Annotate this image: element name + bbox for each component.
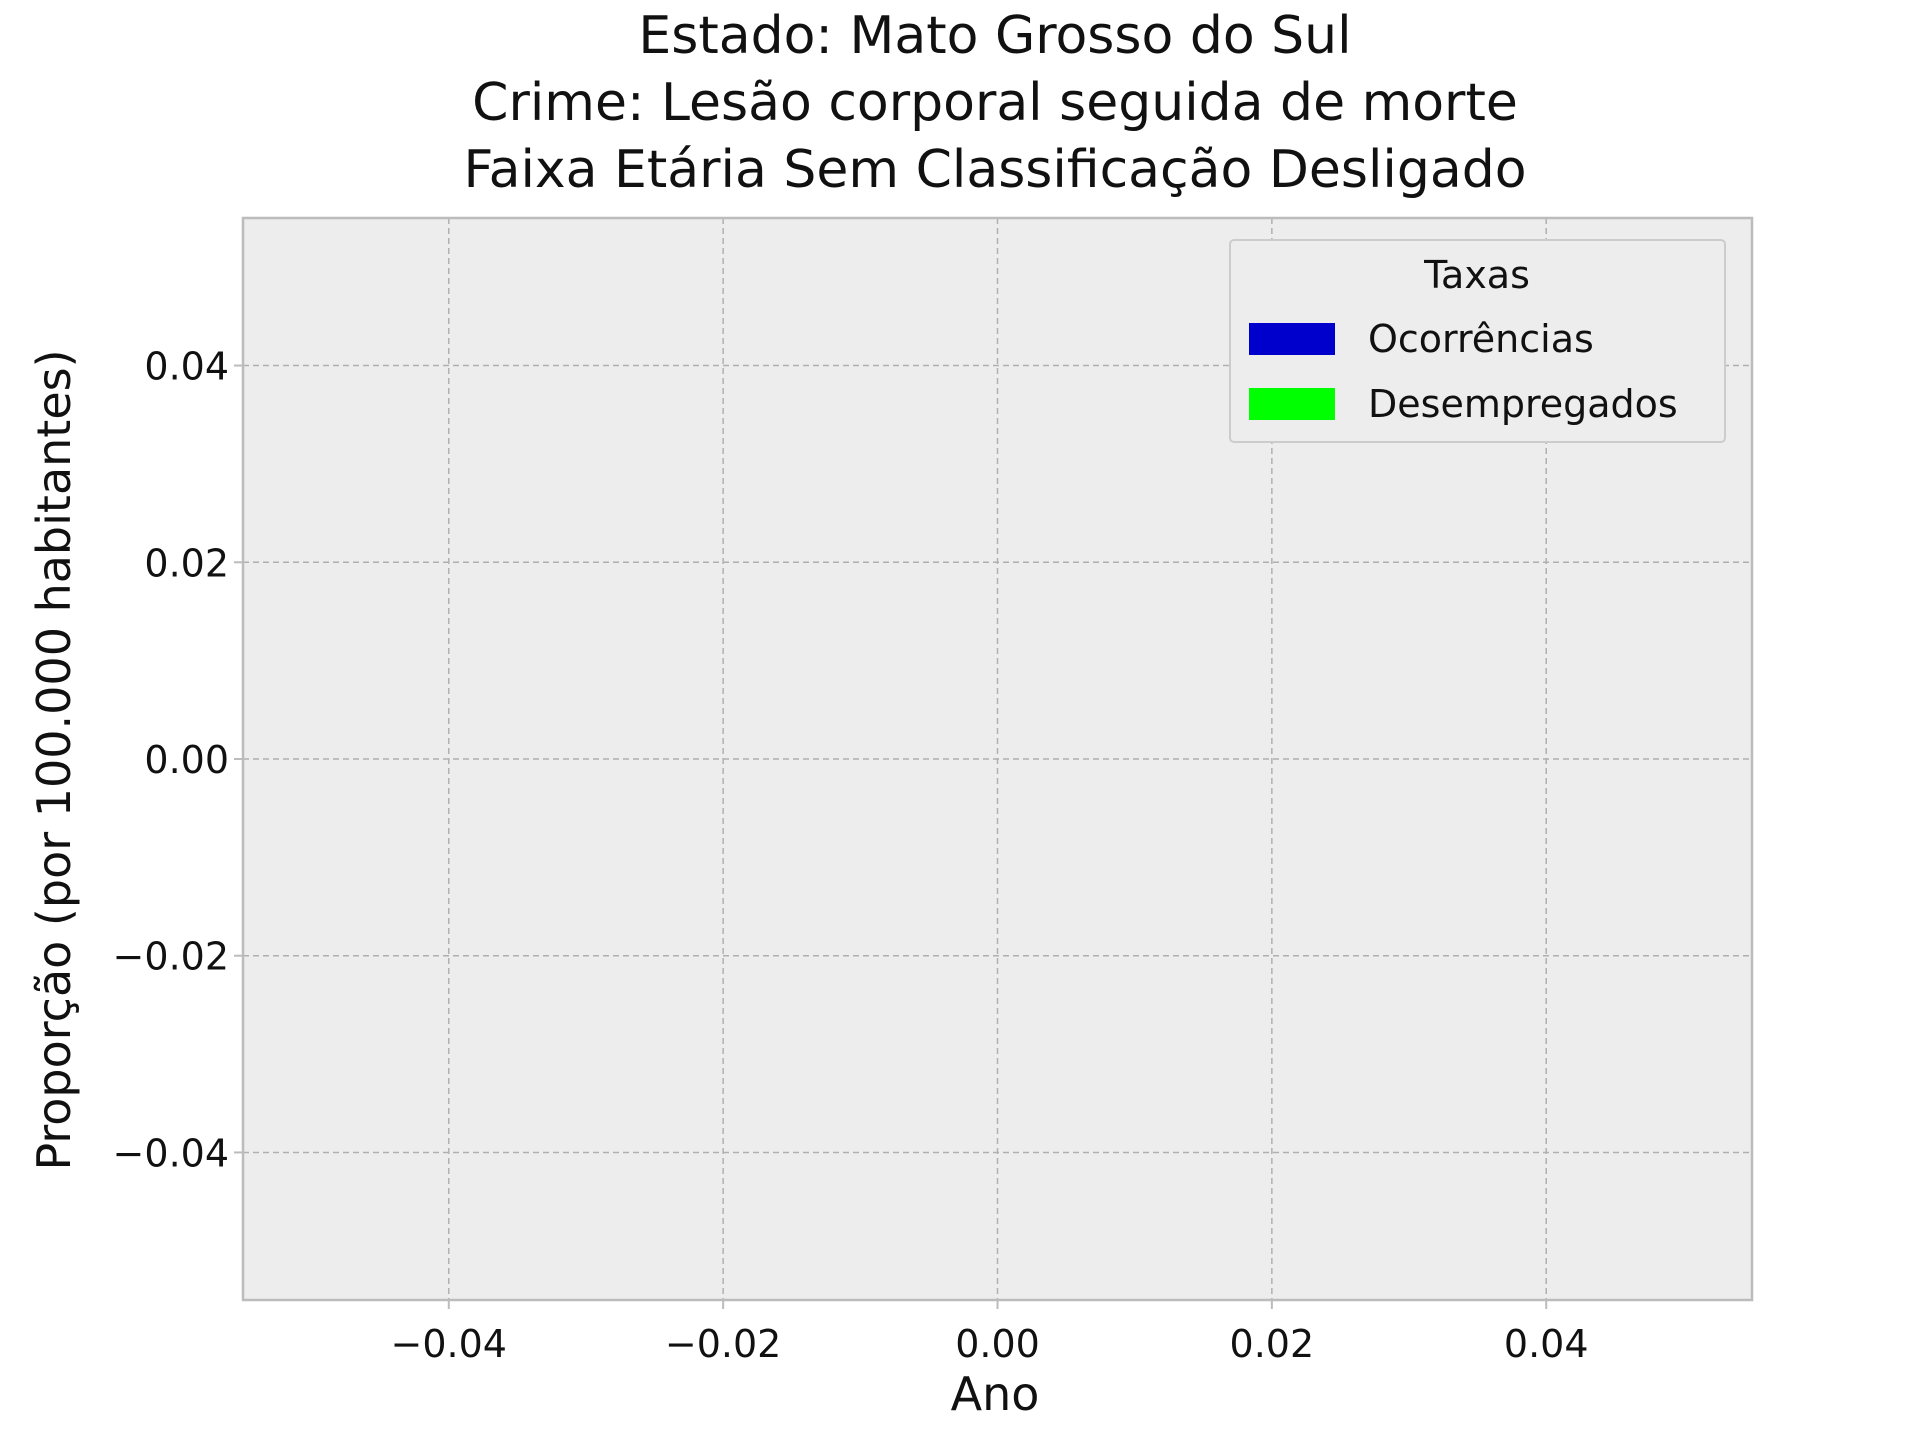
plot-frame — [241, 216, 1754, 1302]
legend-swatch-ocorrencias — [1249, 323, 1335, 355]
y-tick-label: 0.02 — [144, 541, 229, 585]
x-tick-label: 0.02 — [1230, 1322, 1315, 1366]
x-tick-label: 0.00 — [955, 1322, 1040, 1366]
legend: Taxas Ocorrências Desempregados — [1229, 239, 1726, 443]
y-tick-label: 0.04 — [144, 345, 229, 389]
legend-label-desempregados: Desempregados — [1368, 382, 1678, 426]
chart-title-line-2: Crime: Lesão corporal seguida de morte — [472, 73, 1518, 133]
legend-swatch-desempregados — [1249, 388, 1335, 420]
x-tick-label: 0.04 — [1504, 1322, 1589, 1366]
chart-title-line-1: Estado: Mato Grosso do Sul — [638, 6, 1352, 66]
legend-label-ocorrencias: Ocorrências — [1368, 317, 1594, 361]
y-axis-label: Proporção (por 100.000 habitantes) — [27, 349, 81, 1170]
y-tick-label: −0.02 — [113, 935, 229, 979]
x-tick-label: −0.04 — [391, 1322, 507, 1366]
legend-box — [1229, 239, 1726, 443]
x-tick-label: −0.02 — [665, 1322, 781, 1366]
x-axis-label: Ano — [951, 1367, 1040, 1421]
chart-title-line-3: Faixa Etária Sem Classificação Desligado — [463, 140, 1527, 200]
legend-title: Taxas — [1423, 253, 1530, 297]
y-tick-label: 0.00 — [144, 738, 229, 782]
y-tick-label: −0.04 — [113, 1131, 229, 1175]
axis-ticks: −0.04 −0.02 0.00 0.02 0.04 −0.04 −0.02 0.00 0.02… — [113, 345, 1589, 1366]
grid-lines — [243, 218, 1752, 1300]
